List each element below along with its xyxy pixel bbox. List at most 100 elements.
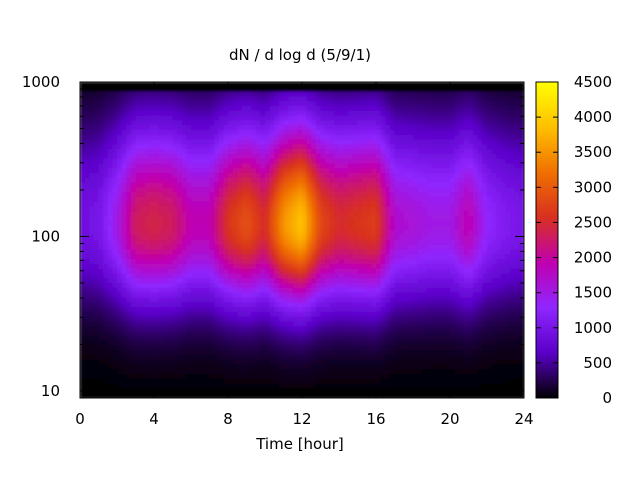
heatmap-cell (80, 316, 86, 322)
heatmap-cell (177, 321, 183, 327)
heatmap-cell (167, 82, 174, 88)
heatmap-cell (93, 120, 100, 126)
heatmap-cell (278, 163, 285, 169)
heatmap-cell (172, 388, 178, 394)
heatmap-cell (302, 86, 308, 93)
heatmap-cell (121, 86, 127, 93)
heatmap-cell (121, 216, 127, 222)
heatmap-cell (343, 383, 349, 390)
heatmap-cell (325, 129, 331, 136)
heatmap-cell (306, 268, 312, 275)
heatmap-cell (135, 388, 141, 394)
heatmap-cell (422, 364, 428, 370)
heatmap-cell (366, 287, 372, 294)
heatmap-cell (80, 110, 86, 117)
heatmap-cell (315, 196, 322, 203)
heatmap-cell (274, 201, 280, 208)
heatmap-cell (274, 302, 280, 308)
heatmap-cell (399, 125, 405, 131)
heatmap-cell (403, 263, 409, 270)
heatmap-cell (172, 129, 178, 136)
heatmap-cell (126, 177, 132, 184)
heatmap-cell (325, 139, 331, 145)
heatmap-cell (362, 369, 368, 375)
heatmap-cell (408, 259, 414, 265)
heatmap-cell (237, 115, 243, 121)
heatmap-cell (302, 350, 308, 356)
heatmap-cell (408, 369, 414, 375)
heatmap-cell (121, 134, 127, 141)
heatmap-cell (241, 153, 248, 160)
heatmap-cell (288, 206, 294, 212)
heatmap-cell (417, 254, 423, 260)
heatmap-cell (362, 120, 368, 126)
heatmap-cell (320, 311, 326, 318)
heatmap-cell (167, 383, 174, 390)
heatmap-cell (352, 388, 359, 394)
heatmap-cell (112, 340, 118, 346)
heatmap-cell (126, 283, 132, 289)
heatmap-cell (149, 235, 155, 241)
heatmap-cell (103, 144, 109, 150)
heatmap-cell (80, 144, 86, 150)
heatmap-cell (186, 378, 192, 385)
heatmap-cell (366, 192, 372, 198)
heatmap-cell (218, 82, 224, 88)
heatmap-cell (352, 287, 359, 294)
heatmap-cell (376, 177, 382, 184)
heatmap-cell (413, 105, 419, 112)
heatmap-cell (107, 268, 113, 275)
heatmap-cell (223, 134, 229, 141)
heatmap-cell (348, 125, 354, 131)
heatmap-cell (399, 340, 405, 346)
heatmap-cell (399, 201, 405, 208)
heatmap-cell (84, 292, 90, 299)
heatmap-cell (103, 139, 109, 145)
heatmap-cell (181, 393, 187, 398)
heatmap-cell (357, 273, 363, 279)
heatmap-cell (228, 125, 234, 131)
heatmap-cell (413, 350, 419, 356)
heatmap-cell (283, 96, 289, 102)
heatmap-cell (89, 230, 95, 236)
heatmap-cell (149, 101, 155, 107)
heatmap-cell (320, 359, 326, 366)
heatmap-cell (177, 134, 183, 141)
heatmap-cell (288, 268, 294, 275)
heatmap-cell (126, 369, 132, 375)
heatmap-cell (130, 302, 137, 308)
heatmap-cell (163, 268, 169, 275)
heatmap-cell (278, 216, 285, 222)
heatmap-cell (241, 321, 248, 327)
heatmap-cell (297, 96, 303, 102)
heatmap-cell (385, 254, 391, 260)
heatmap-cell (426, 283, 433, 289)
heatmap-cell (352, 259, 359, 265)
heatmap-cell (149, 139, 155, 145)
heatmap-cell (112, 388, 118, 394)
heatmap-cell (399, 297, 405, 303)
heatmap-cell (339, 220, 345, 227)
heatmap-cell (288, 345, 294, 351)
heatmap-cell (107, 235, 113, 241)
heatmap-cell (302, 393, 308, 398)
heatmap-cell (103, 172, 109, 179)
heatmap-cell (200, 192, 206, 198)
heatmap-cell (80, 120, 86, 126)
heatmap-cell (288, 378, 294, 385)
heatmap-cell (191, 378, 197, 385)
heatmap-cell (334, 283, 340, 289)
heatmap-cell (399, 230, 405, 236)
heatmap-cell (218, 297, 224, 303)
heatmap-cell (191, 268, 197, 275)
heatmap-cell (177, 139, 183, 145)
heatmap-cell (89, 364, 95, 370)
heatmap-cell (376, 220, 382, 227)
heatmap-cell (297, 350, 303, 356)
heatmap-cell (274, 326, 280, 332)
heatmap-cell (204, 393, 211, 398)
heatmap-cell (417, 374, 423, 380)
heatmap-cell (98, 168, 104, 174)
heatmap-cell (329, 91, 335, 97)
heatmap-cell (89, 335, 95, 342)
